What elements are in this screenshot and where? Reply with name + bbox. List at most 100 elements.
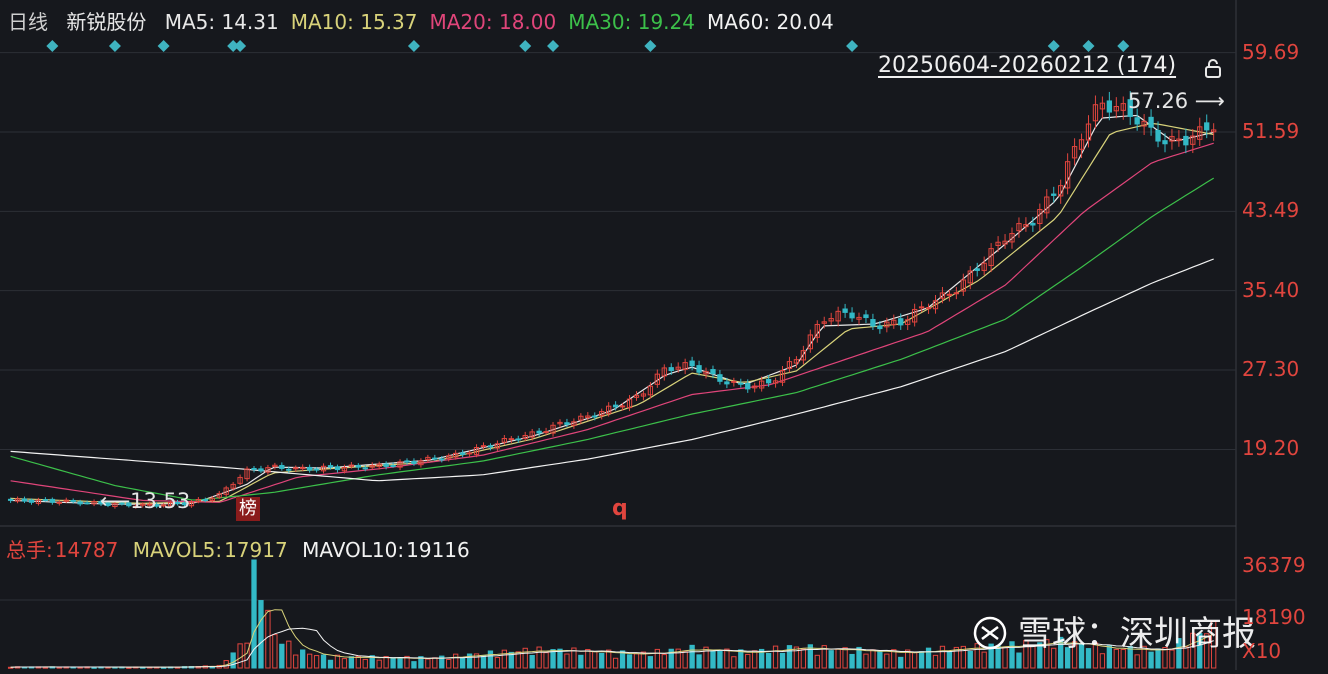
volume-bar xyxy=(661,654,667,669)
candle-body xyxy=(835,310,841,322)
volume-bar xyxy=(557,648,563,669)
candle-body xyxy=(1148,116,1154,128)
candle-body xyxy=(105,502,111,506)
volume-bar xyxy=(911,651,918,669)
event-marker xyxy=(644,40,657,52)
candle-body xyxy=(529,431,535,438)
candle-body xyxy=(223,487,229,495)
candle-body xyxy=(626,398,633,409)
candle-body xyxy=(7,498,14,501)
candle-body xyxy=(119,502,125,505)
mavol10-label: MAVOL10: xyxy=(302,538,405,562)
candle-body xyxy=(731,380,737,383)
candle-body xyxy=(717,374,723,382)
candle-body xyxy=(619,405,626,408)
candle-body xyxy=(126,502,132,507)
candle-body xyxy=(174,501,181,505)
candle-body xyxy=(793,359,800,364)
volume-bar xyxy=(237,643,243,669)
volume-bar xyxy=(1176,638,1182,669)
candle-body xyxy=(772,380,779,384)
candle-body xyxy=(599,411,605,416)
candle-body xyxy=(383,463,389,467)
event-marker xyxy=(547,40,560,52)
volume-bar xyxy=(425,658,431,669)
volume-bar xyxy=(877,650,883,669)
volume-bar xyxy=(320,654,327,669)
ma-line-ma10 xyxy=(10,122,1214,504)
volume-bar xyxy=(807,644,813,669)
volume-bar xyxy=(466,653,473,669)
q-marker[interactable]: q xyxy=(612,496,628,521)
candle-body xyxy=(439,458,445,461)
volume-bar xyxy=(564,653,570,669)
candle-body xyxy=(1009,233,1015,243)
volume-bar xyxy=(647,656,654,669)
candle-body xyxy=(682,362,688,370)
candle-body xyxy=(974,268,980,271)
mavol-line-10 xyxy=(10,627,1214,668)
candle-body xyxy=(487,445,494,448)
volume-bar xyxy=(258,600,264,669)
candle-body xyxy=(313,468,320,471)
volume-bar xyxy=(494,656,501,669)
volume-bar xyxy=(1009,641,1015,669)
candle-body xyxy=(28,499,35,503)
volume-bar xyxy=(960,645,966,669)
candle-body xyxy=(884,321,890,328)
candle-body xyxy=(960,279,966,292)
volume-bar xyxy=(439,655,445,669)
candle-body xyxy=(1211,129,1217,133)
candle-body xyxy=(202,498,208,501)
candle-body xyxy=(592,415,598,418)
candle-body xyxy=(397,461,403,468)
candle-body xyxy=(905,319,911,325)
candle-body xyxy=(870,319,876,327)
candle-body xyxy=(1155,129,1161,142)
volume-bar xyxy=(974,643,980,669)
volume-bar xyxy=(891,649,897,669)
candle-body xyxy=(147,503,153,506)
candle-body xyxy=(188,501,195,507)
candle-body xyxy=(35,499,42,504)
candle-body xyxy=(1092,104,1099,122)
candle-body xyxy=(160,504,167,507)
volume-bar xyxy=(355,655,361,669)
volume-bar xyxy=(1099,653,1106,669)
candle-body xyxy=(369,464,375,468)
volume-bar xyxy=(863,653,869,669)
event-marker xyxy=(407,40,420,52)
volume-bar xyxy=(988,643,994,669)
candle-body xyxy=(404,460,410,463)
volume-bar xyxy=(599,652,605,669)
candle-body xyxy=(56,501,62,504)
ranking-badge[interactable]: 榜 xyxy=(236,497,260,521)
ma-line-ma20 xyxy=(10,142,1214,503)
candle-body xyxy=(911,308,918,323)
candle-body xyxy=(49,498,55,503)
candle-body xyxy=(946,293,953,296)
price-header: 日线 新锐股份 MA5: 14.31 MA10: 15.37 MA20: 18.00… xyxy=(8,6,858,35)
price-tick-label: 19.20 xyxy=(1242,436,1300,461)
candle-body xyxy=(355,464,361,468)
candle-body xyxy=(939,292,946,299)
candle-body xyxy=(863,314,869,319)
candle-body xyxy=(167,502,174,507)
mavol5-value: 17917 xyxy=(224,538,288,562)
candle-body xyxy=(1002,240,1008,245)
candle-body xyxy=(1085,123,1092,141)
date-range-label[interactable]: 20250604-20260212 (174) xyxy=(878,53,1177,78)
candle-body xyxy=(306,466,313,471)
volume-bar xyxy=(800,648,807,669)
volume-bar xyxy=(779,652,786,669)
volume-bar xyxy=(376,659,382,669)
candle-body xyxy=(411,460,417,465)
ma-legend: MA5: 14.31 MA10: 15.37 MA20: 18.00 MA30: 19… xyxy=(165,10,846,34)
candle-body xyxy=(1023,224,1029,228)
volume-bar xyxy=(1211,620,1217,669)
candle-body xyxy=(898,318,904,326)
candle-body xyxy=(91,501,97,505)
lock-icon[interactable] xyxy=(1204,58,1222,78)
